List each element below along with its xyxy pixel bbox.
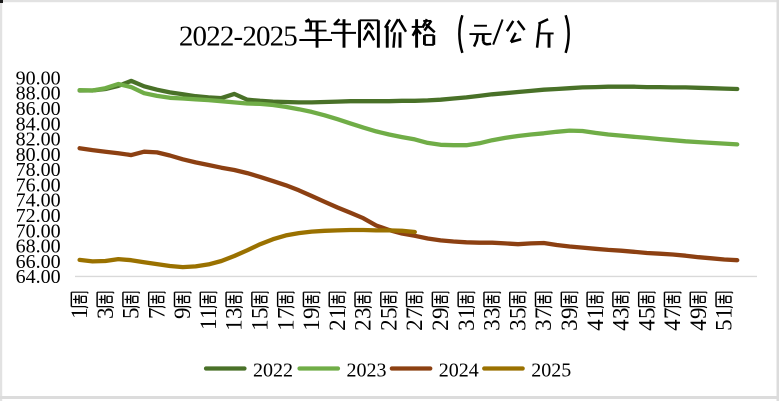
svg-text:41: 41 xyxy=(583,307,608,331)
svg-text:90.00: 90.00 xyxy=(16,67,61,89)
svg-text:72.00: 72.00 xyxy=(16,205,61,227)
svg-text:70.00: 70.00 xyxy=(16,220,61,242)
svg-text:25: 25 xyxy=(377,307,402,331)
svg-text:47: 47 xyxy=(660,307,685,331)
svg-text:7: 7 xyxy=(144,307,169,319)
svg-text:43: 43 xyxy=(609,307,634,331)
svg-text:51: 51 xyxy=(712,307,737,331)
svg-text:86.00: 86.00 xyxy=(16,98,61,120)
svg-text:78.00: 78.00 xyxy=(16,159,61,181)
svg-text:3: 3 xyxy=(93,307,118,319)
svg-text:84.00: 84.00 xyxy=(16,113,61,135)
svg-text:2022: 2022 xyxy=(253,359,293,381)
svg-text:2025: 2025 xyxy=(531,359,571,381)
svg-text:31: 31 xyxy=(454,307,479,331)
svg-text:11: 11 xyxy=(196,307,221,330)
svg-text:76.00: 76.00 xyxy=(16,174,61,196)
svg-text:35: 35 xyxy=(505,307,530,331)
svg-text:5: 5 xyxy=(119,307,144,319)
svg-text:37: 37 xyxy=(531,307,556,331)
svg-text:49: 49 xyxy=(686,307,711,331)
svg-text:74.00: 74.00 xyxy=(16,190,61,212)
svg-text:82.00: 82.00 xyxy=(16,129,61,151)
svg-text:2024: 2024 xyxy=(439,359,479,381)
svg-text:9: 9 xyxy=(170,307,195,319)
svg-text:39: 39 xyxy=(557,307,582,331)
svg-text:66.00: 66.00 xyxy=(16,251,61,273)
svg-text:45: 45 xyxy=(634,307,659,331)
svg-text:13: 13 xyxy=(222,307,247,331)
svg-text:2022-2025: 2022-2025 xyxy=(179,21,298,53)
svg-text:68.00: 68.00 xyxy=(16,236,61,258)
svg-text:33: 33 xyxy=(480,307,505,331)
svg-text:88.00: 88.00 xyxy=(16,83,61,105)
svg-text:29: 29 xyxy=(428,307,453,331)
svg-text:64.00: 64.00 xyxy=(16,266,61,288)
svg-text:1: 1 xyxy=(67,307,92,319)
svg-text:21: 21 xyxy=(325,307,350,331)
svg-text:15: 15 xyxy=(248,307,273,331)
svg-text:23: 23 xyxy=(351,307,376,331)
svg-text:17: 17 xyxy=(273,307,298,331)
svg-text:80.00: 80.00 xyxy=(16,144,61,166)
svg-text:2023: 2023 xyxy=(347,359,387,381)
svg-text:27: 27 xyxy=(402,307,427,331)
svg-text:19: 19 xyxy=(299,307,324,331)
